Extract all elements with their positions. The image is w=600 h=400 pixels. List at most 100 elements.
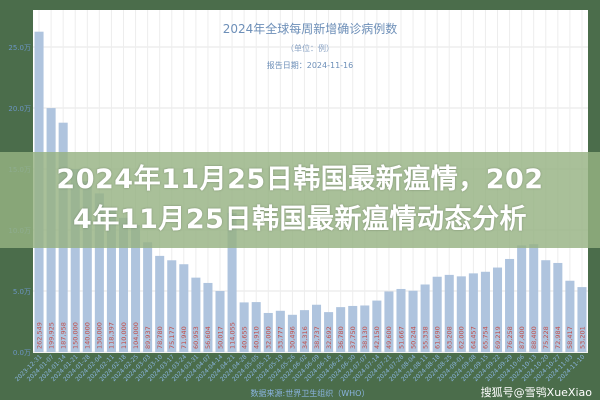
bar — [167, 260, 177, 352]
bar — [239, 302, 249, 352]
bar — [299, 310, 309, 352]
bar — [420, 284, 430, 352]
bar — [384, 291, 394, 352]
y-tick-label: 25.0万 — [8, 44, 31, 52]
bar-value-label: 40,655 — [240, 326, 248, 349]
data-source: 数据来源:世界卫生组织（WHO） — [251, 388, 370, 398]
y-tick-label: 20.0万 — [8, 105, 31, 113]
bar — [312, 304, 322, 352]
bar-value-label: 50,244 — [409, 326, 417, 349]
bar — [215, 290, 225, 352]
bar-value-label: 32,692 — [325, 326, 333, 349]
bar-value-label: 53,201 — [578, 326, 586, 349]
bar-value-label: 58,417 — [566, 326, 574, 349]
bar-value-label: 118,397 — [108, 322, 116, 349]
title-overlay-band — [0, 152, 600, 248]
bar-value-label: 71,940 — [180, 326, 188, 349]
bar — [444, 274, 454, 352]
bar-value-label: 33,777 — [277, 326, 285, 349]
bar — [480, 271, 490, 352]
bar — [553, 262, 563, 352]
bar — [191, 277, 201, 352]
bar-value-label: 56,604 — [204, 326, 212, 349]
article-headline: 2024年11月25日韩国最新瘟情，202 4年11月25日韩国最新瘟情动态分析 — [0, 160, 600, 240]
bar-value-label: 36,780 — [337, 326, 345, 349]
bar — [251, 302, 261, 352]
bar — [324, 312, 334, 352]
bar — [94, 193, 104, 352]
bar — [179, 264, 189, 352]
bar-value-label: 38,737 — [313, 326, 321, 349]
bar-value-label: 75,177 — [168, 326, 176, 349]
bar — [541, 260, 551, 352]
bar-value-label: 199,925 — [47, 322, 55, 349]
bar — [227, 212, 237, 352]
bar-value-label: 40,910 — [253, 326, 261, 349]
bar — [565, 280, 575, 352]
bar — [143, 242, 153, 352]
bar-value-label: 69,219 — [494, 326, 502, 349]
bar-value-label: 30,496 — [289, 326, 297, 349]
bar-value-label: 75,228 — [542, 326, 550, 349]
report-date: 报告日期：2024-11-16 — [267, 60, 354, 70]
bar-value-label: 62,000 — [458, 326, 466, 349]
bar — [456, 276, 466, 352]
bar-value-label: 60,953 — [192, 326, 200, 349]
bar — [118, 217, 129, 352]
y-tick-label: 5.0万 — [13, 288, 31, 296]
bar-value-label: 55,338 — [421, 326, 429, 349]
bar — [372, 300, 382, 352]
bar-value-label: 114,055 — [228, 322, 236, 349]
bar — [396, 288, 406, 352]
bar-value-label: 89,937 — [144, 326, 152, 349]
bar-value-label: 78,780 — [156, 326, 164, 349]
chart-subtitle: （单位：例） — [286, 43, 334, 53]
bar-value-label: 104,000 — [132, 322, 140, 349]
bar — [106, 207, 116, 352]
bar-value-label: 76,258 — [506, 326, 514, 349]
bar — [505, 258, 515, 352]
bar — [529, 244, 539, 352]
bar — [577, 287, 587, 352]
bar-value-label: 63,208 — [446, 326, 454, 349]
bar-value-label: 38,130 — [361, 326, 369, 349]
bar-value-label: 49,600 — [385, 326, 393, 349]
bar-value-label: 262,549 — [35, 322, 43, 349]
bar — [348, 305, 358, 352]
headline-line-1: 2024年11月25日韩国最新瘟情，202 — [56, 164, 544, 195]
bar-value-label: 50,017 — [216, 326, 224, 349]
bar-value-label: 34,316 — [301, 326, 309, 349]
y-tick-label: 0.0万 — [13, 349, 31, 357]
bar-value-label: 140,000 — [84, 322, 92, 349]
bar — [336, 307, 346, 352]
watermark: 搜狐号@雪鸮XueXiao — [480, 386, 592, 399]
bar-value-label: 65,754 — [482, 326, 490, 349]
bar-value-label: 187,958 — [59, 322, 67, 349]
bar-value-label: 51,667 — [397, 326, 405, 349]
bar — [263, 312, 273, 352]
bar-value-label: 150,000 — [72, 322, 80, 349]
bar-value-label: 42,150 — [373, 326, 381, 349]
bar-value-label: 32,000 — [265, 326, 273, 349]
bar — [432, 276, 442, 352]
bar-value-label: 61,690 — [433, 326, 441, 349]
bar-value-label: 87,400 — [518, 326, 526, 349]
bar — [360, 305, 370, 352]
headline-line-2: 4年11月25日韩国最新瘟情动态分析 — [73, 204, 527, 235]
bar-value-label: 72,984 — [554, 326, 562, 349]
bar-value-label: 110,000 — [120, 322, 128, 349]
bar — [131, 225, 141, 352]
bar — [517, 245, 527, 352]
bar — [70, 169, 80, 352]
bar — [275, 310, 285, 352]
bar-value-label: 37,750 — [349, 326, 357, 349]
bar — [203, 282, 213, 352]
bar-value-label: 130,000 — [96, 322, 104, 349]
chart-title: 2024年全球每周新增确诊病例数 — [223, 21, 398, 36]
bar-value-label: 64,457 — [470, 326, 478, 349]
bar — [287, 314, 297, 352]
bar — [408, 290, 418, 352]
bar — [492, 267, 503, 352]
bar-value-label: 88,400 — [530, 326, 538, 349]
bar — [82, 181, 92, 352]
